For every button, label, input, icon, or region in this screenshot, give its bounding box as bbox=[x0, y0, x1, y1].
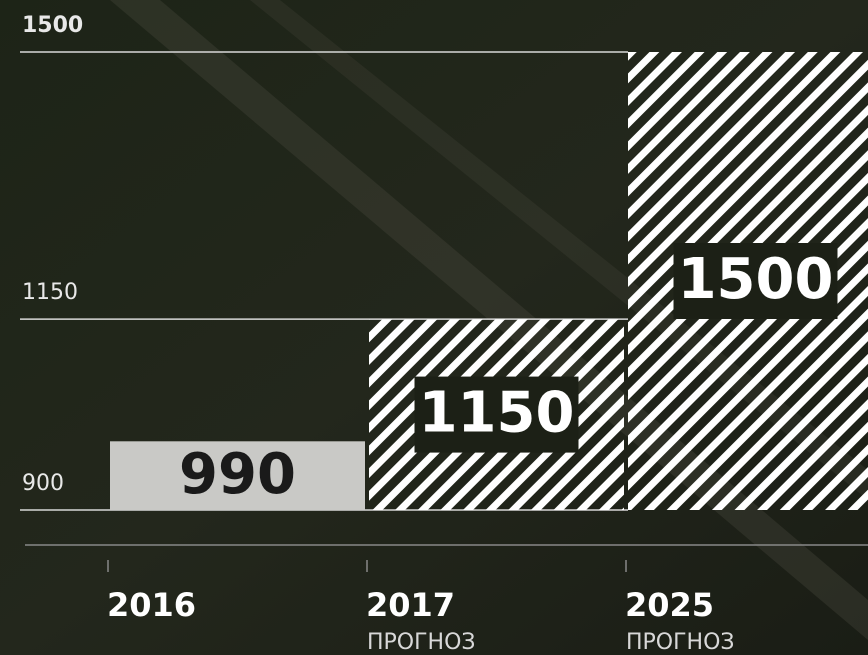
value-label-box bbox=[673, 243, 838, 319]
y-tick-label: 1150 bbox=[22, 280, 78, 305]
y-tick-label: 1500 bbox=[22, 13, 83, 38]
bar bbox=[110, 441, 365, 510]
bars: 990 1150 1500 bbox=[110, 52, 868, 510]
value-label: 1500 bbox=[678, 247, 834, 312]
value-label-box bbox=[414, 376, 579, 453]
x-tick-label: 2016 bbox=[107, 586, 196, 624]
x-tick-note: ПРОГНОЗ bbox=[367, 630, 476, 655]
x-tick-label: 2017 bbox=[366, 586, 455, 624]
value-label: 1150 bbox=[419, 381, 575, 446]
y-tick-label: 900 bbox=[22, 471, 64, 496]
x-tick-label: 2025 bbox=[625, 586, 714, 624]
x-tick-note: ПРОГНОЗ bbox=[626, 630, 735, 655]
value-label: 990 bbox=[179, 442, 296, 507]
